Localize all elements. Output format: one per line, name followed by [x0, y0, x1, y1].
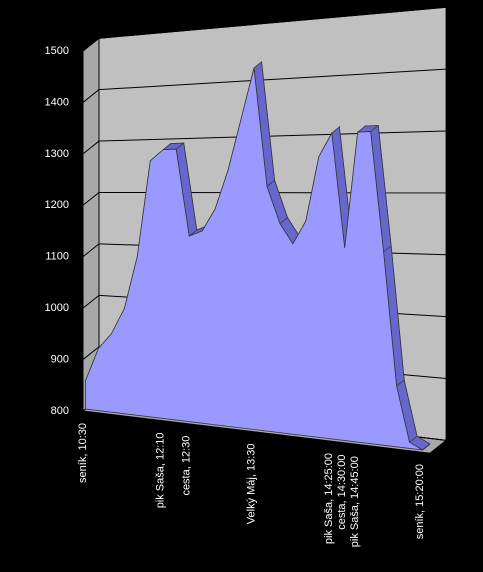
area-end: [422, 443, 431, 451]
grid-line: [98, 68, 447, 91]
y-tick-label: 800: [51, 405, 69, 417]
y-tick-label: 1100: [45, 251, 69, 263]
y-tick-label: 1300: [45, 148, 69, 160]
grid-line: [82, 89, 100, 103]
grid-line: [82, 37, 100, 52]
x-tick-label: cesta, 12:30: [181, 436, 193, 496]
x-tick-label: pik Saša, 14:25:00: [323, 453, 335, 544]
x-tick-label: pik Saša, 14:45:00: [349, 456, 361, 547]
grid-line: [98, 130, 447, 142]
y-tick-label: 1500: [45, 45, 69, 57]
y-tick-label: 1200: [45, 199, 69, 211]
area: [85, 67, 423, 451]
x-tick-label: seník, 15:20:00: [414, 464, 426, 539]
x-tick-label: seník, 10:30: [77, 423, 89, 483]
y-tick-label: 1400: [45, 96, 69, 108]
x-tick-label: cesta, 14:30:00: [336, 455, 348, 530]
grid-line: [98, 6, 447, 39]
y-tick-label: 1000: [45, 302, 69, 314]
grid-line: [82, 192, 100, 206]
grid-line: [82, 243, 100, 258]
grid-line: [82, 140, 100, 155]
grid-line: [82, 346, 100, 360]
x-tick-label: Velký Máj, 13:30: [245, 444, 257, 525]
grid-line: [82, 294, 100, 309]
x-tick-label: pik Saša, 12:10: [155, 432, 167, 508]
y-tick-label: 900: [51, 353, 69, 365]
